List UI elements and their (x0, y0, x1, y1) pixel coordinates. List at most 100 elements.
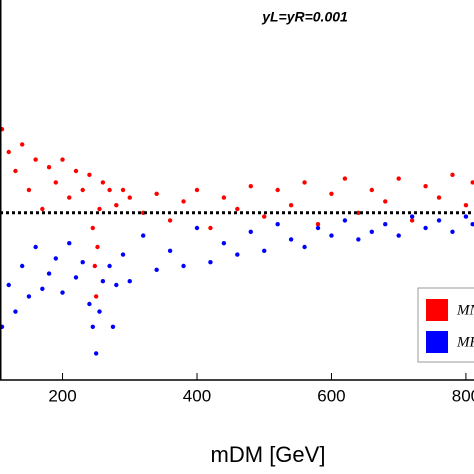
point (275, 187, 280, 193)
point (33, 244, 38, 250)
point (288, 237, 294, 242)
point (248, 229, 253, 234)
legend-swatch (426, 299, 448, 321)
point (275, 222, 280, 227)
point (53, 180, 59, 185)
point (80, 187, 85, 193)
point (46, 271, 52, 276)
point (60, 157, 65, 162)
point (33, 157, 38, 162)
point (208, 260, 213, 265)
point (221, 195, 227, 200)
point (107, 187, 112, 193)
point (100, 279, 106, 284)
point (26, 294, 32, 299)
x-tick-label: 400 (183, 386, 211, 405)
point (19, 263, 25, 269)
point (302, 244, 307, 250)
point (167, 248, 173, 253)
point (114, 282, 119, 288)
point (436, 195, 442, 200)
x-tick-label: 200 (48, 386, 76, 405)
point (369, 229, 375, 234)
point (120, 187, 126, 193)
point (154, 191, 159, 196)
legend-label: MN (456, 302, 474, 318)
point (87, 172, 92, 177)
chart-title: yL=yR=0.001 (261, 9, 348, 25)
point (342, 176, 348, 181)
point (221, 241, 227, 246)
point (369, 187, 375, 193)
point (450, 172, 455, 177)
point (302, 180, 307, 185)
x-tick-label: 800 (452, 386, 474, 405)
point (93, 294, 99, 299)
point (356, 210, 361, 215)
point (26, 187, 32, 193)
point (114, 203, 119, 208)
point (356, 237, 361, 242)
point (87, 301, 92, 307)
point (110, 324, 116, 329)
point (73, 275, 79, 280)
point (409, 218, 415, 223)
point (80, 260, 85, 265)
point (248, 184, 253, 189)
point (120, 252, 126, 257)
point (90, 225, 95, 231)
point (92, 263, 98, 269)
point (60, 290, 65, 295)
point (6, 149, 11, 155)
point (13, 309, 18, 314)
legend-label: MF (456, 334, 474, 350)
point (463, 214, 469, 219)
point (329, 191, 334, 196)
legend-swatch (426, 331, 448, 353)
point (97, 206, 102, 212)
point (470, 222, 474, 227)
x-tick-label: 600 (317, 386, 345, 405)
point (396, 176, 401, 181)
point (127, 195, 132, 200)
point (40, 286, 45, 291)
point (262, 248, 267, 253)
point (315, 225, 321, 231)
point (67, 195, 72, 200)
point (423, 184, 428, 189)
point (423, 225, 428, 231)
point (97, 309, 102, 314)
point (90, 324, 95, 329)
point (235, 206, 240, 212)
point (383, 222, 388, 227)
point (93, 351, 99, 356)
point (194, 187, 200, 193)
point (181, 263, 186, 269)
point (463, 203, 469, 208)
point (396, 233, 401, 238)
point (436, 218, 442, 223)
point (288, 203, 294, 208)
point (383, 199, 388, 204)
point (329, 233, 334, 238)
point (315, 222, 321, 227)
point (107, 263, 112, 269)
point (167, 218, 173, 223)
x-axis-label: mDM [GeV] (211, 442, 326, 467)
point (127, 279, 132, 284)
point (73, 168, 79, 174)
point (95, 244, 100, 250)
point (6, 282, 11, 288)
point (19, 142, 25, 147)
point (13, 168, 18, 174)
point (262, 214, 267, 219)
point (409, 214, 415, 219)
point (141, 233, 146, 238)
point (181, 199, 186, 204)
point (235, 252, 240, 257)
point (100, 180, 106, 185)
point (450, 229, 455, 234)
point (342, 218, 348, 223)
point (208, 225, 213, 231)
